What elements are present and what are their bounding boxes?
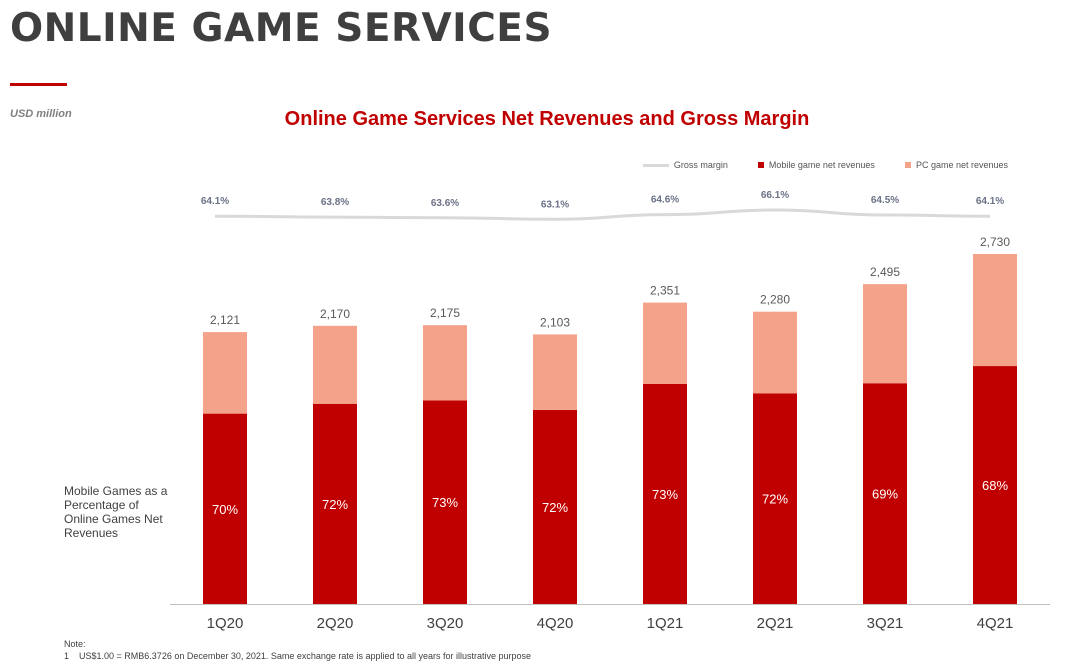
note-line: 1 US$1.00 = RMB6.3726 on December 30, 202…: [64, 651, 531, 661]
gross-margin-label-2Q21: 66.1%: [761, 190, 789, 201]
bar-pc-2Q20: [313, 325, 357, 404]
note-number: 1: [64, 651, 70, 661]
note-text: US$1.00 = RMB6.3726 on December 30, 2021…: [79, 651, 532, 661]
bar-mobile-3Q20: [423, 400, 467, 604]
total-label-2Q20: 2,170: [320, 307, 350, 321]
title-underline: [10, 83, 67, 86]
legend-label-pc: PC game net revenues: [915, 160, 1008, 170]
chart-legend: Gross margin Mobile game net revenues PC…: [642, 160, 1008, 170]
mobile-share-label-2Q21: 72%: [762, 492, 788, 507]
total-label-2Q21: 2,280: [760, 293, 790, 307]
total-label-1Q21: 2,351: [650, 284, 680, 298]
x-tick-1Q20: 1Q20: [207, 615, 244, 632]
x-tick-2Q21: 2Q21: [757, 615, 794, 632]
x-tick-4Q20: 4Q20: [537, 615, 574, 632]
total-label-4Q21: 2,730: [980, 235, 1010, 249]
legend-label-gross-margin: Gross margin: [673, 160, 728, 170]
legend-item-mobile: Mobile game net revenues: [757, 160, 875, 170]
bar-pc-1Q20: [203, 332, 247, 414]
bar-mobile-2Q21: [753, 393, 797, 604]
legend-line-swatch: [642, 163, 669, 167]
bar-mobile-4Q21: [973, 366, 1017, 604]
gross-margin-label-2Q20: 63.8%: [321, 197, 349, 208]
legend-swatch-mobile: [757, 162, 764, 168]
bar-pc-3Q21: [863, 284, 907, 384]
gross-margin-label-3Q20: 63.6%: [431, 198, 459, 209]
total-label-3Q21: 2,495: [870, 265, 900, 279]
x-tick-1Q21: 1Q21: [647, 615, 684, 632]
mobile-share-label-1Q20: 70%: [212, 502, 238, 517]
mobile-share-label: Mobile Games as a Percentage of Online G…: [64, 484, 168, 540]
x-tick-3Q20: 3Q20: [427, 615, 464, 632]
x-tick-2Q20: 2Q20: [317, 615, 354, 632]
total-label-3Q20: 2,175: [430, 306, 460, 320]
bar-pc-1Q21: [643, 302, 687, 384]
gross-margin-label-4Q20: 63.1%: [541, 199, 569, 210]
page-title: ONLINE GAME SERVICES: [10, 6, 553, 51]
note-heading: Note:: [64, 639, 86, 649]
legend-item-pc: PC game net revenues: [904, 160, 1008, 170]
x-tick-4Q21: 4Q21: [977, 615, 1014, 632]
bar-mobile-4Q20: [533, 409, 577, 604]
gross-margin-label-1Q20: 64.1%: [201, 196, 229, 207]
bar-pc-3Q20: [423, 325, 467, 401]
mobile-share-label-1Q21: 73%: [652, 487, 678, 502]
bar-pc-4Q20: [533, 334, 577, 410]
legend-item-gross-margin: Gross margin: [642, 160, 728, 170]
mobile-share-label-3Q20: 73%: [432, 495, 458, 510]
gross-margin-label-1Q21: 64.6%: [651, 195, 679, 206]
gross-margin-label-4Q21: 64.1%: [976, 196, 1004, 207]
legend-label-mobile: Mobile game net revenues: [768, 160, 875, 170]
gross-margin-label-3Q21: 64.5%: [871, 195, 899, 206]
unit-label: USD million: [10, 108, 72, 120]
mobile-share-label-3Q21: 69%: [872, 487, 898, 502]
bar-mobile-1Q21: [643, 384, 687, 604]
mobile-share-label-4Q21: 68%: [982, 478, 1008, 493]
mobile-share-label-2Q20: 72%: [322, 497, 348, 512]
bar-mobile-2Q20: [313, 403, 357, 604]
gross-margin-line: [214, 208, 991, 221]
bar-mobile-3Q21: [863, 383, 907, 604]
chart-title: Online Game Services Net Revenues and Gr…: [284, 108, 810, 130]
bar-mobile-1Q20: [203, 413, 247, 604]
bar-pc-4Q21: [973, 254, 1017, 367]
bar-pc-2Q21: [753, 311, 797, 394]
x-tick-3Q21: 3Q21: [867, 615, 904, 632]
total-label-1Q20: 2,121: [210, 313, 240, 327]
legend-swatch-pc: [904, 162, 911, 168]
total-label-4Q20: 2,103: [540, 315, 570, 329]
mobile-share-label-4Q20: 72%: [542, 500, 568, 515]
